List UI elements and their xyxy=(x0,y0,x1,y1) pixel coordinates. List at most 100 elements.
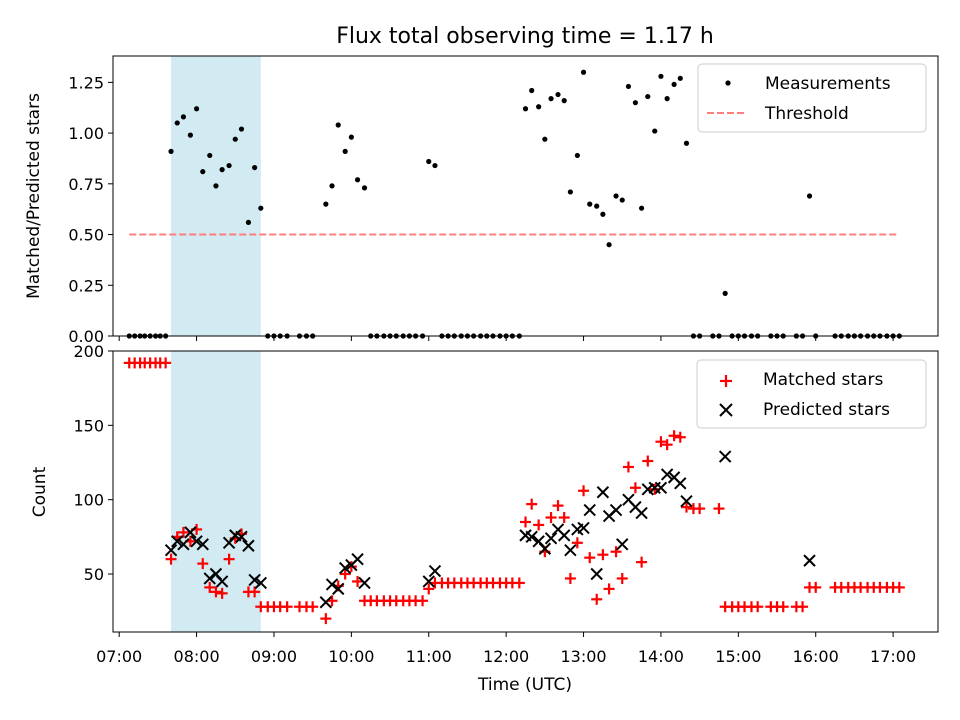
measurement-point xyxy=(174,120,180,126)
predicted-star-point xyxy=(609,503,623,517)
measurement-point xyxy=(426,158,432,165)
x-tick-label: 14:00 xyxy=(638,647,684,666)
matched-star-point xyxy=(597,549,609,561)
top-legend: Measurements Threshold xyxy=(697,63,927,133)
measurement-point xyxy=(213,183,219,189)
measurement-point xyxy=(548,96,554,102)
matched-star-point xyxy=(160,357,172,369)
measurement-point xyxy=(594,203,600,209)
matched-star-point xyxy=(610,546,622,558)
matched-star-point xyxy=(713,503,725,515)
predicted-star-point xyxy=(242,539,255,552)
legend-measurement-marker xyxy=(725,80,731,86)
predicted-star-point xyxy=(325,578,339,591)
predicted-star-point xyxy=(190,535,203,548)
predicted-star-point xyxy=(422,575,435,588)
measurement-point xyxy=(207,152,213,159)
matched-star-point xyxy=(578,485,590,497)
predicted-star-point xyxy=(248,573,261,587)
predicted-star-point xyxy=(660,468,674,481)
measurement-point xyxy=(335,122,341,128)
top-y-axis-label: Matched/Predicted stars xyxy=(24,93,44,299)
bottom-y-tick-label: 50 xyxy=(84,565,104,584)
predicted-star-point xyxy=(538,542,552,555)
matched-star-point xyxy=(893,581,905,593)
matched-star-point xyxy=(281,601,293,613)
x-tick-label: 12:00 xyxy=(483,647,529,666)
x-tick-label: 17:00 xyxy=(870,647,916,666)
measurement-point xyxy=(354,177,361,183)
matched-star-point xyxy=(642,455,654,467)
measurement-point xyxy=(613,193,619,199)
measurement-point xyxy=(652,128,658,134)
measurement-point xyxy=(238,126,245,132)
measurement-point xyxy=(252,164,258,171)
predicted-star-point xyxy=(254,576,268,590)
matched-star-point xyxy=(417,595,429,607)
measurement-point xyxy=(232,136,238,142)
matched-star-point xyxy=(165,553,177,565)
matched-star-point xyxy=(307,601,319,613)
predicted-star-points xyxy=(164,450,816,609)
matched-star-point xyxy=(571,537,583,549)
measurement-point xyxy=(632,100,638,106)
measurement-point xyxy=(567,189,573,195)
measurement-point xyxy=(193,106,200,112)
matched-star-point xyxy=(545,512,557,524)
measurement-point xyxy=(722,290,728,296)
top-legend-box xyxy=(697,63,927,133)
measurement-point xyxy=(323,201,329,207)
x-tick-label: 07:00 xyxy=(96,647,142,666)
top-shaded-span xyxy=(171,56,261,336)
measurement-point xyxy=(600,211,606,217)
predicted-star-point xyxy=(544,532,558,545)
measurement-point xyxy=(625,83,632,90)
measurement-point xyxy=(522,106,529,112)
x-tick-label: 13:00 xyxy=(560,647,606,666)
matched-star-point xyxy=(603,583,615,595)
measurement-point xyxy=(664,96,670,102)
matched-star-point xyxy=(249,586,261,598)
bottom-y-tick-label: 150 xyxy=(73,416,104,435)
bottom-axes-frame xyxy=(112,350,939,633)
predicted-star-point xyxy=(164,544,178,557)
measurement-point xyxy=(677,75,683,81)
x-tick-label: 15:00 xyxy=(715,647,761,666)
measurement-point xyxy=(658,73,664,79)
legend-threshold-label: Threshold xyxy=(764,104,849,124)
top-x-ticks xyxy=(118,336,894,341)
measurement-point xyxy=(245,219,252,225)
measurement-point xyxy=(806,193,813,199)
matched-star-point xyxy=(552,500,564,512)
measurement-point xyxy=(561,98,567,104)
bottom-shaded-span xyxy=(171,351,261,632)
matched-star-point xyxy=(177,526,189,538)
top-y-tick-label: 0.50 xyxy=(68,226,104,245)
matched-star-point xyxy=(520,516,531,528)
measurement-points xyxy=(126,69,902,339)
x-tick-label: 08:00 xyxy=(174,647,220,666)
measurement-point xyxy=(432,162,438,169)
predicted-star-point xyxy=(184,526,197,539)
matched-star-point xyxy=(591,593,603,605)
measurement-point xyxy=(348,134,354,140)
matched-star-point xyxy=(636,556,648,568)
predicted-star-point xyxy=(203,572,216,585)
measurement-point xyxy=(683,140,690,146)
matched-star-point xyxy=(564,572,576,584)
top-axes: 0.00 0.25 0.50 0.75 1.00 1.25 Matched/Predict… xyxy=(24,55,939,346)
measurement-point xyxy=(200,169,206,175)
predicted-star-point xyxy=(319,596,333,609)
predicted-star-point xyxy=(590,567,603,581)
top-y-tick-label: 0.75 xyxy=(68,175,104,194)
measurement-point xyxy=(645,93,651,100)
predicted-star-point xyxy=(235,530,248,544)
measurement-point xyxy=(574,152,580,159)
measurement-point xyxy=(342,148,348,154)
matched-star-point xyxy=(810,581,822,593)
bottom-y-axis-label: Count xyxy=(30,466,50,517)
measurement-point xyxy=(361,185,368,191)
predicted-star-point xyxy=(177,538,190,551)
matched-star-point xyxy=(694,503,706,515)
